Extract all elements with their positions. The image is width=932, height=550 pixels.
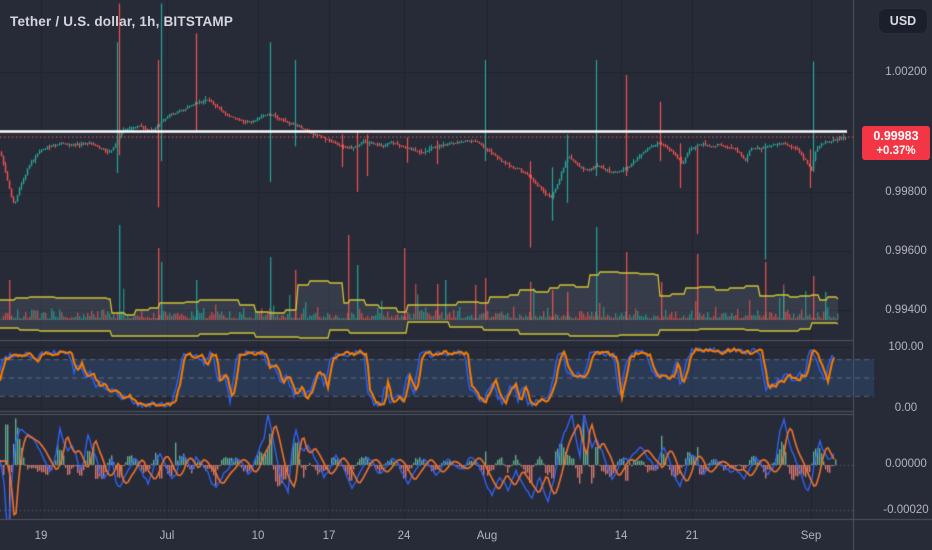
time-axis-tick: 24 xyxy=(397,530,411,542)
last-price-change: +0.37% xyxy=(876,144,916,157)
stoch-axis-tick: 0.00 xyxy=(894,402,918,414)
price-axis-tick: 0.99600 xyxy=(885,245,927,257)
time-axis-tick: 14 xyxy=(614,530,628,542)
time-axis-tick: Sep xyxy=(800,530,822,542)
price-axis-tick: 1.00200 xyxy=(885,66,927,78)
time-axis-tick: 21 xyxy=(685,530,699,542)
time-axis-tick: 19 xyxy=(34,530,48,542)
stoch-axis-tick: 100.00 xyxy=(888,341,924,353)
time-axis-tick: Aug xyxy=(476,530,498,542)
price-axis-tick: 0.99800 xyxy=(885,186,927,198)
time-axis-tick: 17 xyxy=(322,530,336,542)
currency-toggle-button[interactable]: USD xyxy=(878,8,928,34)
time-axis-tick: 10 xyxy=(251,530,265,542)
last-price-label: 0.99983 +0.37% xyxy=(862,126,930,160)
last-price-value: 0.99983 xyxy=(873,128,919,143)
time-axis-tick: Jul xyxy=(159,530,175,542)
price-axis-tick: 0.99400 xyxy=(885,304,927,316)
symbol-title: Tether / U.S. dollar, 1h, BITSTAMP xyxy=(10,14,234,29)
macd-axis-tick: -0.00020 xyxy=(883,504,929,516)
macd-axis-tick: 0.00000 xyxy=(885,458,927,470)
